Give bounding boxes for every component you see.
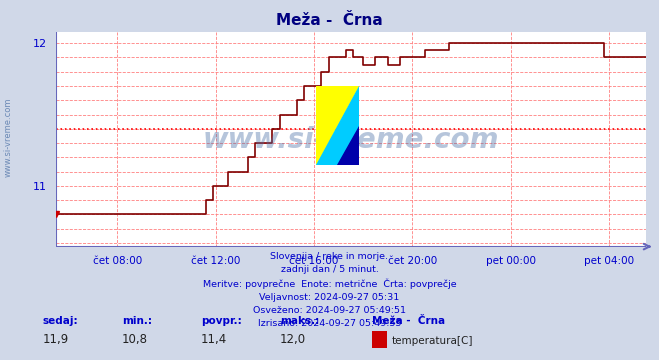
Text: 11,9: 11,9 bbox=[43, 333, 69, 346]
Text: sedaj:: sedaj: bbox=[43, 316, 78, 326]
Text: Meža -  Črna: Meža - Črna bbox=[276, 13, 383, 28]
Text: www.si-vreme.com: www.si-vreme.com bbox=[203, 126, 499, 153]
Polygon shape bbox=[316, 86, 358, 165]
Text: povpr.:: povpr.: bbox=[201, 316, 242, 326]
Text: maks.:: maks.: bbox=[280, 316, 320, 326]
Polygon shape bbox=[316, 86, 358, 165]
Text: min.:: min.: bbox=[122, 316, 152, 326]
Polygon shape bbox=[337, 126, 358, 165]
Text: Slovenija / reke in morje.
zadnji dan / 5 minut.
Meritve: povprečne  Enote: metr: Slovenija / reke in morje. zadnji dan / … bbox=[203, 252, 456, 328]
Text: 11,4: 11,4 bbox=[201, 333, 227, 346]
Text: 10,8: 10,8 bbox=[122, 333, 148, 346]
Text: 12,0: 12,0 bbox=[280, 333, 306, 346]
Text: www.si-vreme.com: www.si-vreme.com bbox=[4, 97, 13, 176]
Text: temperatura[C]: temperatura[C] bbox=[392, 336, 474, 346]
Text: Meža -  Črna: Meža - Črna bbox=[372, 316, 445, 326]
